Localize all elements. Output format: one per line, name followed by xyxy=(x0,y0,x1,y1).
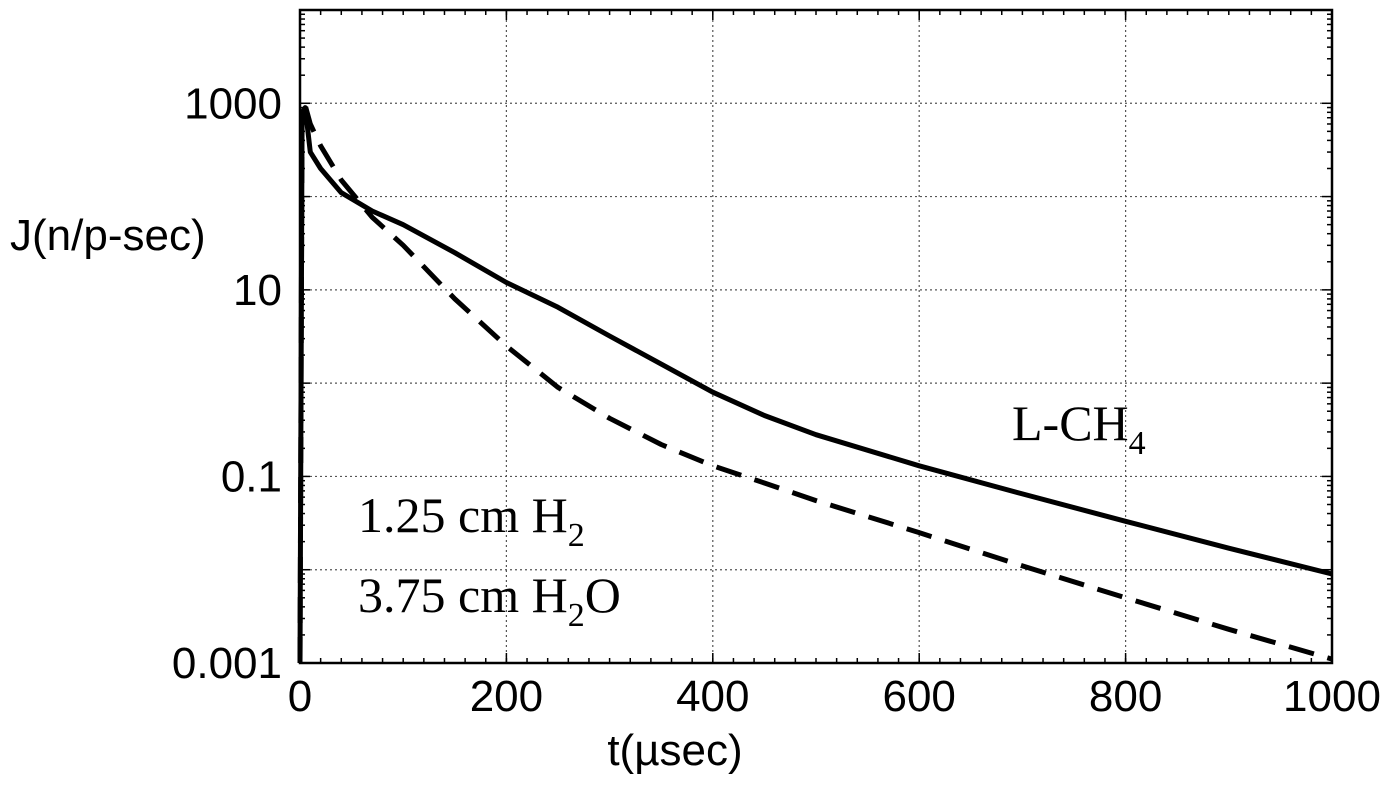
x-tick-label: 400 xyxy=(676,672,749,721)
grid xyxy=(300,10,1332,663)
annotation-h2o-sub: 2 xyxy=(568,597,585,634)
x-tick-label: 0 xyxy=(288,672,312,721)
y-tick-label: 10 xyxy=(233,266,282,315)
annotation-l-ch4: L-CH4 xyxy=(1012,395,1146,462)
minor-ticks xyxy=(299,10,1333,663)
series-line-dashed xyxy=(297,102,1333,664)
x-axis-title: t(µsec) xyxy=(607,726,742,775)
x-tick-label: 200 xyxy=(470,672,543,721)
annotation-h2o-post: O xyxy=(585,567,621,623)
plot-frame xyxy=(298,8,1334,665)
y-tick-label: 1000 xyxy=(184,79,282,128)
series-line-solid xyxy=(297,105,1333,664)
y-axis-title: J(n/p-sec) xyxy=(10,211,206,260)
y-axis-ticks: 1000 10 0.1 0.001 xyxy=(172,9,1332,688)
annotation-h2o-pre: 3.75 cm H xyxy=(358,567,568,623)
x-axis-ticks: 0 200 400 600 800 1000 xyxy=(288,10,1381,721)
series-layer xyxy=(297,102,1333,664)
annotation-l-ch4-sub: 4 xyxy=(1129,425,1146,462)
y-tick-label: 0.001 xyxy=(172,639,282,688)
annotation-h2o: 3.75 cm H2O xyxy=(358,567,621,634)
y-tick-label: 0.1 xyxy=(221,452,282,501)
x-tick-label: 800 xyxy=(1089,672,1162,721)
annotation-h2: 1.25 cm H2 xyxy=(358,487,585,554)
annotation-h2-sub: 2 xyxy=(568,517,585,554)
x-tick-label: 600 xyxy=(882,672,955,721)
x-tick-label: 1000 xyxy=(1283,672,1381,721)
annotation-h2-pre: 1.25 cm H xyxy=(358,487,568,543)
annotation-l-ch4-base: L-CH xyxy=(1012,395,1129,451)
